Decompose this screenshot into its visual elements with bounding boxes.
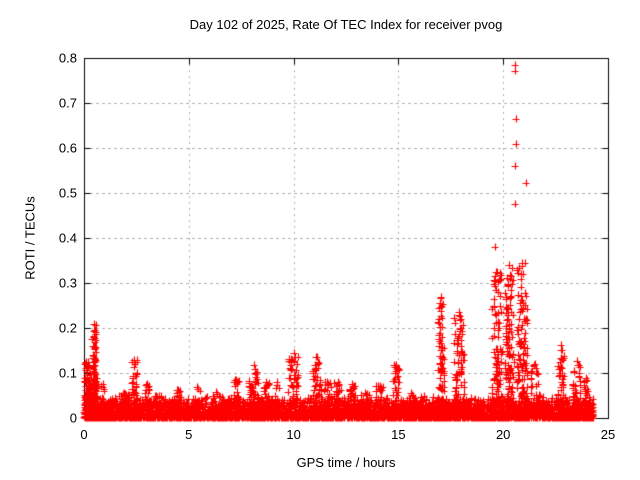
y-tick-label: 0.3	[58, 275, 77, 291]
x-tick-label: 5	[185, 427, 193, 442]
x-tick-label: 25	[600, 427, 616, 442]
chart-title: Day 102 of 2025, Rate Of TEC Index for r…	[189, 17, 503, 32]
y-tick-label: 0	[69, 410, 77, 426]
x-tick-label: 20	[495, 427, 511, 442]
y-tick-label: 0.2	[58, 320, 77, 336]
y-tick-label: 0.8	[58, 50, 77, 66]
x-axis-label: GPS time / hours	[296, 455, 396, 470]
y-tick-label: 0.5	[58, 185, 77, 201]
y-tick-label: 0.7	[58, 95, 77, 111]
x-tick-label: 10	[286, 427, 301, 442]
y-axis-label: ROTI / TECUs	[22, 196, 38, 280]
x-tick-label: 15	[391, 427, 406, 442]
y-tick-label: 0.4	[58, 230, 77, 246]
y-tick-label: 0.1	[58, 365, 77, 381]
y-tick-label: 0.6	[58, 140, 77, 156]
x-tick-label: 0	[80, 427, 88, 442]
